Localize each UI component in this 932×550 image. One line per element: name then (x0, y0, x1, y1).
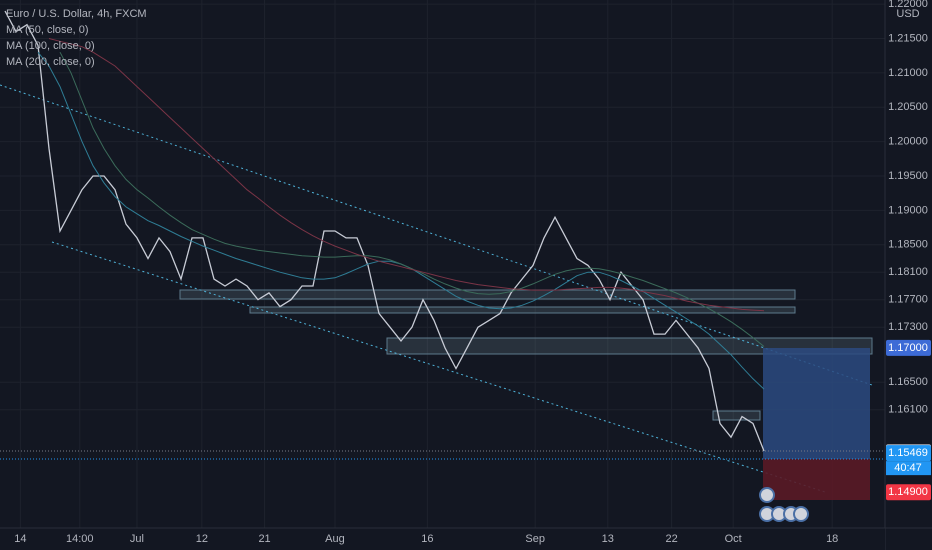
y-tick-label: 1.21000 (888, 67, 928, 79)
y-tick-label: 1.16500 (888, 376, 928, 388)
x-tick-label: 13 (602, 533, 614, 545)
currency: USD (896, 8, 919, 20)
x-tick-label: 14:00 (66, 533, 94, 545)
x-tick-label: Aug (325, 533, 345, 545)
y-tick-label: 1.19500 (888, 170, 928, 182)
x-tick-label: 14 (14, 533, 26, 545)
series-line (48, 38, 765, 312)
price-tag-label: 1.17000 (888, 342, 928, 354)
price-tag (886, 484, 931, 501)
x-tick-label: 22 (665, 533, 677, 545)
legend-entry: MA (200, close, 0) (6, 56, 95, 68)
x-tick-label: Jul (130, 533, 144, 545)
event-icon[interactable] (759, 487, 775, 503)
zone (386, 337, 873, 355)
y-tick-label: 1.18100 (888, 266, 928, 278)
y-tick-label: 1.21500 (888, 32, 928, 44)
x-tick-label: Sep (525, 533, 545, 545)
y-tick-label: 1.16100 (888, 404, 928, 416)
price-tag-label: 1.15469 (888, 447, 928, 459)
channel-line (0, 84, 873, 386)
series (4, 10, 765, 452)
x-tick-label: 16 (421, 533, 433, 545)
x-tick-label: 21 (258, 533, 270, 545)
stop-zone (763, 459, 870, 500)
zone (249, 306, 796, 314)
legend-entry: MA (50, close, 0) (6, 24, 89, 36)
series-line (4, 10, 765, 452)
channel-line (51, 241, 826, 493)
time-axis (0, 528, 885, 550)
legend-entry: Euro / U.S. Dollar, 4h, FXCM (6, 8, 147, 20)
price-tag-label: 1.14900 (888, 486, 928, 498)
axes: 1.22000 1.21500 1.21000 1.20500 1.20000 1.195… (14, 0, 928, 545)
y-tick-label: 1.17700 (888, 294, 928, 306)
x-tick-label: 12 (196, 533, 208, 545)
y-tick-label: 1.22000 (888, 0, 928, 10)
x-tick-label: Oct (725, 533, 742, 545)
x-tick-label: 18 (826, 533, 838, 545)
y-tick-label: 1.20000 (888, 136, 928, 148)
y-tick-label: 1.18500 (888, 239, 928, 251)
countdown-box (886, 461, 931, 476)
y-tick-label: 1.17300 (888, 321, 928, 333)
series-line (59, 51, 765, 347)
countdown: 40:47 (894, 462, 922, 474)
price-tag (886, 339, 931, 356)
grid (0, 0, 885, 528)
price-tag (886, 445, 931, 462)
y-tick-label: 1.20500 (888, 101, 928, 113)
legend-entry: MA (100, close, 0) (6, 40, 95, 52)
event-icon[interactable] (793, 506, 809, 522)
zone (712, 410, 761, 421)
target-zone (763, 348, 870, 459)
y-tick-label: 1.19000 (888, 204, 928, 216)
